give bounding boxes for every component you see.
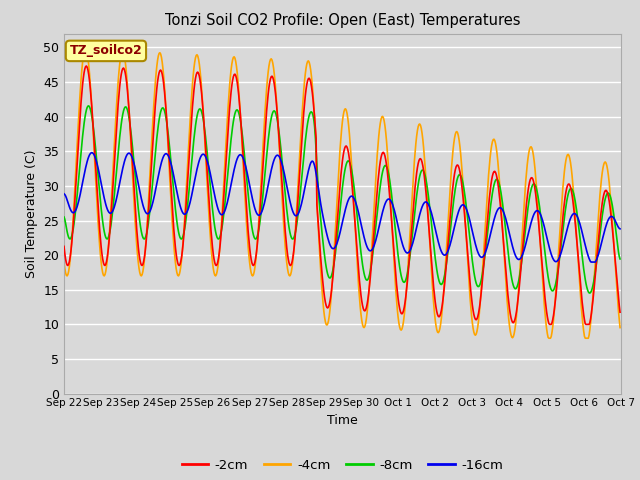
X-axis label: Time: Time	[327, 414, 358, 427]
Y-axis label: Soil Temperature (C): Soil Temperature (C)	[24, 149, 38, 278]
Title: Tonzi Soil CO2 Profile: Open (East) Temperatures: Tonzi Soil CO2 Profile: Open (East) Temp…	[164, 13, 520, 28]
Legend: -2cm, -4cm, -8cm, -16cm: -2cm, -4cm, -8cm, -16cm	[177, 454, 508, 477]
Text: TZ_soilco2: TZ_soilco2	[70, 44, 142, 58]
